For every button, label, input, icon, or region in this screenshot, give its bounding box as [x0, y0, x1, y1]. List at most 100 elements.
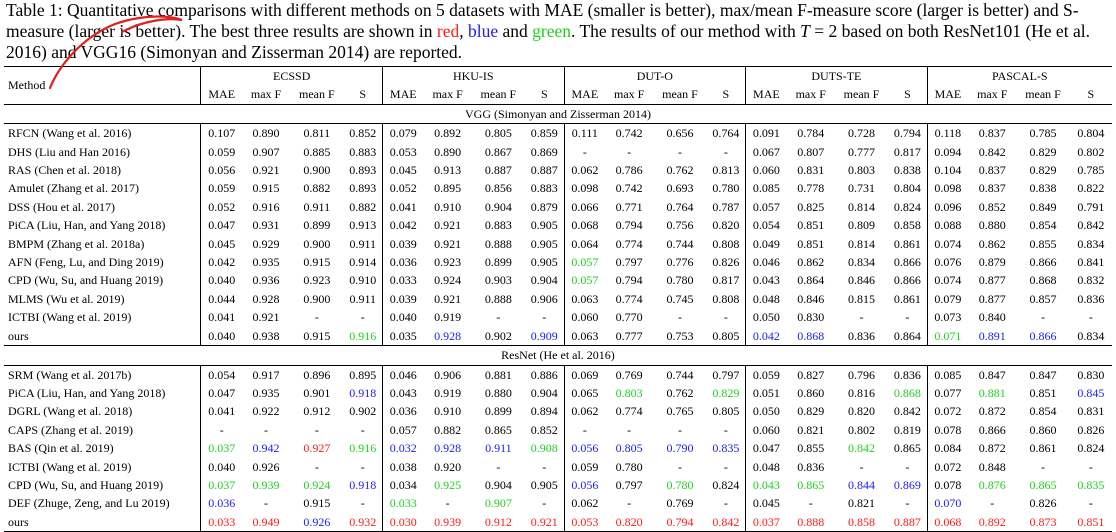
value-cell: 0.040 [200, 271, 242, 290]
value-cell: 0.085 [745, 179, 787, 198]
metric-header: S [706, 85, 746, 105]
metric-header: S [525, 85, 565, 105]
value-cell: 0.924 [434, 273, 462, 288]
value-cell: 0.921 [434, 218, 462, 233]
value-cell: 0.062 [563, 402, 606, 421]
method-cell: DGRL (Wang et al. 2018) [8, 404, 133, 419]
value-cell: 0.836 [1077, 291, 1105, 306]
value-cell: 0.776 [666, 255, 694, 270]
value-cell: - [723, 496, 728, 511]
value-cell: 0.059 [200, 179, 242, 198]
value-cell: 0.803 [848, 163, 875, 178]
value-cell: 0.949 [241, 512, 291, 532]
value-cell: 0.841 [1077, 255, 1105, 270]
value-cell: 0.851 [1029, 385, 1057, 400]
value-cell: 0.073 [926, 308, 969, 327]
value-cell: 0.764 [666, 199, 694, 214]
value-cell: 0.859 [530, 126, 558, 141]
metric-header: max F [423, 85, 472, 105]
value-cell: 0.731 [848, 181, 875, 196]
value-cell: 0.838 [893, 163, 921, 178]
value-cell: 0.104 [926, 161, 969, 180]
value-cell: 0.068 [926, 512, 969, 532]
value-cell: 0.896 [303, 367, 331, 382]
value-cell: 0.048 [745, 457, 787, 476]
value-cell: 0.852 [978, 199, 1006, 214]
value-cell: 0.932 [343, 512, 383, 532]
section-title: ResNet (He et al. 2016) [4, 345, 1112, 366]
value-cell: 0.879 [978, 255, 1006, 270]
value-cell: 0.062 [563, 494, 606, 513]
value-cell: - [496, 459, 501, 474]
value-cell: 0.728 [848, 126, 875, 141]
value-cell: 0.821 [848, 496, 875, 511]
method-cell: PiCA (Liu, Han, and Yang 2018) [8, 218, 166, 233]
method-cell: AFN (Feng, Lu, and Ding 2019) [8, 255, 164, 270]
value-cell: 0.816 [848, 385, 875, 400]
value-cell: 0.916 [349, 441, 377, 456]
table-row: RAS (Chen et al. 2018) 0.056 0.921 0.900 0.8… [4, 161, 1112, 180]
value-cell: 0.862 [797, 255, 825, 270]
method-cell: CPD (Wu, Su, and Huang 2019) [8, 477, 164, 492]
table-row: ours 0.033 0.949 0.926 0.932 0.030 0.939 0.912 0… [4, 512, 1112, 532]
value-cell: 0.844 [848, 477, 875, 492]
results-table: Method ECSSD HKU-IS DUT-O DUTS-TE PASCAL… [4, 66, 1112, 532]
value-cell: 0.860 [797, 385, 825, 400]
section-header-row: ResNet (He et al. 2016) [4, 345, 1112, 366]
value-cell: 0.047 [200, 383, 242, 403]
value-cell: 0.919 [434, 310, 462, 325]
value-cell: 0.822 [1077, 181, 1105, 196]
value-cell: 0.926 [252, 459, 280, 474]
value-cell: 0.068 [563, 216, 606, 235]
value-cell: 0.808 [712, 291, 740, 306]
value-cell: 0.067 [745, 142, 787, 162]
value-cell: 0.861 [893, 291, 921, 306]
value-cell: 0.914 [349, 255, 377, 270]
value-cell: 0.785 [1029, 126, 1057, 141]
value-cell: 0.780 [712, 181, 740, 196]
dataset-header: PASCAL-S [926, 66, 1112, 86]
value-cell: 0.826 [712, 255, 740, 270]
value-cell: 0.771 [615, 199, 643, 214]
value-cell: 0.057 [381, 420, 424, 440]
method-cell: RAS (Chen et al. 2018) [8, 163, 121, 178]
value-cell: 0.797 [615, 477, 643, 492]
table-row: RFCN (Wang et al. 2016) 0.107 0.890 0.811 0.… [4, 123, 1112, 143]
value-cell: - [542, 459, 547, 474]
value-cell: 0.769 [666, 496, 694, 511]
table-row: CPD (Wu, Su, and Huang 2019) 0.040 0.936 0.… [4, 271, 1112, 290]
value-cell: - [905, 496, 910, 511]
value-cell: - [563, 142, 606, 162]
value-cell: - [1088, 459, 1093, 474]
value-cell: 0.836 [893, 367, 921, 382]
value-cell: 0.846 [797, 291, 825, 306]
value-cell: 0.915 [303, 496, 331, 511]
value-cell: 0.780 [615, 459, 643, 474]
value-cell: 0.918 [349, 477, 377, 492]
value-cell: 0.078 [926, 420, 969, 440]
metric-header: max F [241, 85, 291, 105]
value-cell: - [859, 310, 864, 325]
handwritten-red-annotation [48, 15, 183, 90]
value-cell: 0.794 [893, 126, 921, 141]
table-row: DSS (Hou et al. 2017) 0.052 0.916 0.911 0.88… [4, 197, 1112, 217]
value-cell: 0.038 [381, 457, 424, 476]
value-cell: 0.797 [712, 367, 740, 382]
value-cell: - [314, 422, 319, 437]
value-cell: 0.043 [745, 271, 787, 290]
value-cell: 0.881 [978, 385, 1006, 400]
value-cell: 0.805 [706, 326, 746, 347]
value-cell: 0.037 [200, 439, 242, 458]
value-cell: 0.916 [343, 326, 383, 347]
value-cell: 0.872 [978, 404, 1006, 419]
value-cell: 0.866 [893, 255, 921, 270]
value-cell: 0.864 [888, 326, 928, 347]
value-cell: 0.057 [745, 197, 787, 217]
value-cell: 0.064 [563, 234, 606, 254]
value-cell: 0.901 [303, 385, 331, 400]
value-cell: 0.927 [303, 441, 331, 456]
value-cell: 0.921 [434, 291, 462, 306]
value-cell: 0.905 [530, 255, 558, 270]
value-cell: 0.824 [1077, 441, 1105, 456]
value-cell: 0.911 [349, 236, 377, 251]
